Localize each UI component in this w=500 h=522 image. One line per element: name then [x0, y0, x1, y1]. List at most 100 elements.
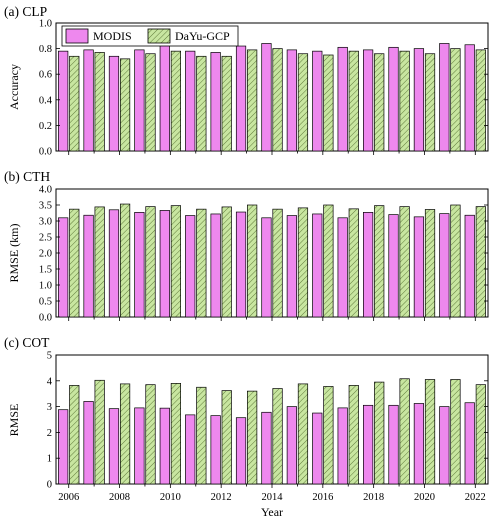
bars-cth [58, 203, 486, 318]
y-tick-label-clp: 0.2 [39, 121, 52, 132]
bar-cot-modis-2018 [363, 404, 374, 485]
bar-clp-dayu-2007 [94, 52, 105, 152]
y-tick-label-cot: 3 [47, 402, 52, 413]
bar-cth-modis-2009 [134, 212, 145, 318]
x-tick-label-cot: 2010 [160, 492, 181, 503]
bar-cth-dayu-2017 [348, 208, 359, 318]
bar-cot-modis-2021 [439, 406, 450, 485]
bars-clp [58, 43, 486, 152]
bar-cot-dayu-2006 [69, 385, 80, 485]
bar-cth-modis-2013 [235, 211, 247, 318]
y-axis-cth: 0.0 0.5 1.0 1.5 2.0 2.5 3.0 3.5 4.0 [39, 185, 488, 324]
bar-cth-dayu-2014 [272, 208, 283, 318]
bar-clp-dayu-2011 [196, 55, 207, 152]
bar-clp-modis-2016 [312, 50, 323, 152]
y-tick-label-clp: 0.6 [39, 70, 52, 81]
y-tick-label-cot: 2 [47, 428, 52, 439]
y-tick-label-clp: 1.0 [39, 19, 52, 30]
bar-cth-dayu-2011 [196, 208, 207, 318]
bar-cot-dayu-2017 [348, 385, 359, 485]
x-tick-label-cot: 2006 [58, 492, 79, 503]
x-tick-label-cot: 2022 [465, 492, 486, 503]
bar-clp-dayu-2008 [119, 58, 131, 152]
bar-cot-modis-2008 [108, 408, 120, 485]
bar-cth-dayu-2016 [323, 204, 334, 318]
bar-clp-dayu-2012 [221, 55, 232, 152]
bar-clp-modis-2010 [159, 44, 170, 152]
x-tick-label-cot: 2012 [211, 492, 232, 503]
bar-clp-modis-2008 [108, 55, 120, 152]
x-axis-cth [68, 317, 476, 321]
bar-clp-dayu-2010 [170, 50, 181, 152]
bar-cot-dayu-2021 [450, 379, 461, 485]
bar-cot-dayu-2020 [424, 379, 436, 485]
panel-cth: (b) CTH 0.0 0.5 1.0 1.5 2.0 2.5 3.0 3.5 4.0 RMSE… [4, 169, 489, 324]
bar-clp-dayu-2015 [297, 53, 309, 152]
bar-clp-modis-2007 [83, 49, 94, 152]
legend-swatch-modis [65, 28, 89, 44]
bar-cot-dayu-2011 [196, 386, 207, 485]
bars-cot [58, 378, 486, 485]
bar-cth-modis-2022 [464, 214, 475, 318]
bar-cth-modis-2020 [413, 216, 425, 318]
y-tick-label-cot: 4 [47, 376, 53, 387]
bar-cot-dayu-2014 [272, 388, 283, 485]
y-tick-label-cth: 0.5 [39, 297, 52, 308]
bar-cth-dayu-2018 [374, 205, 385, 318]
bar-cth-dayu-2015 [297, 207, 309, 318]
x-axis-title-year: Year [261, 505, 283, 519]
bar-cth-dayu-2008 [119, 203, 131, 318]
y-axis-title-clp: Accuracy [7, 64, 21, 110]
bar-clp-dayu-2009 [145, 53, 156, 152]
y-tick-label-cth: 3.0 [39, 217, 52, 228]
x-tick-label-cot: 2016 [312, 492, 333, 503]
bar-cot-modis-2007 [83, 401, 94, 485]
bar-cth-modis-2011 [185, 215, 196, 318]
bar-cot-modis-2006 [58, 409, 69, 485]
bar-cth-dayu-2022 [475, 206, 486, 318]
bar-cot-dayu-2019 [399, 378, 410, 485]
bar-clp-dayu-2021 [450, 48, 461, 152]
bar-cot-dayu-2022 [475, 384, 486, 485]
bar-cth-modis-2014 [261, 217, 272, 318]
y-tick-label-cot: 1 [47, 454, 52, 465]
bar-cot-dayu-2007 [94, 379, 105, 485]
bar-cth-dayu-2012 [221, 206, 232, 318]
bar-cot-modis-2020 [413, 403, 425, 485]
bar-cth-modis-2010 [159, 210, 170, 318]
bar-clp-dayu-2022 [475, 49, 486, 152]
bar-cot-dayu-2008 [119, 383, 131, 485]
y-tick-label-cth: 1.0 [39, 281, 52, 292]
bar-cth-modis-2012 [210, 213, 221, 318]
legend-label-dayu: DaYu-GCP [175, 29, 230, 43]
bar-cot-dayu-2018 [374, 381, 385, 485]
bar-cot-dayu-2015 [297, 383, 309, 485]
y-tick-label-cth: 2.5 [39, 233, 52, 244]
bar-cot-modis-2015 [286, 406, 297, 485]
bar-cth-dayu-2006 [69, 208, 80, 318]
bar-cth-modis-2018 [363, 212, 374, 318]
bar-clp-dayu-2017 [348, 50, 359, 152]
bar-cot-dayu-2013 [247, 390, 258, 485]
bar-clp-modis-2011 [185, 50, 196, 152]
bar-clp-modis-2018 [363, 49, 374, 152]
y-tick-label-cot: 5 [47, 351, 52, 362]
bar-cot-modis-2022 [464, 402, 475, 485]
bar-cth-modis-2016 [312, 213, 323, 318]
y-tick-label-cth: 3.5 [39, 201, 52, 212]
bar-clp-modis-2015 [286, 49, 297, 152]
bar-clp-modis-2013 [235, 45, 247, 152]
bar-clp-modis-2009 [134, 49, 145, 152]
x-tick-label-cot: 2014 [262, 492, 284, 503]
bar-cot-dayu-2016 [323, 386, 334, 485]
y-axis-title-cth: RMSE (km) [7, 223, 21, 282]
bar-cth-dayu-2013 [247, 204, 258, 318]
bar-cot-dayu-2009 [145, 384, 156, 485]
bar-clp-modis-2012 [210, 52, 221, 152]
bar-cth-dayu-2009 [145, 206, 156, 318]
bar-cot-modis-2013 [235, 417, 247, 485]
bar-clp-dayu-2020 [424, 53, 436, 152]
bar-cot-modis-2016 [312, 412, 323, 485]
bar-clp-modis-2019 [388, 46, 399, 152]
